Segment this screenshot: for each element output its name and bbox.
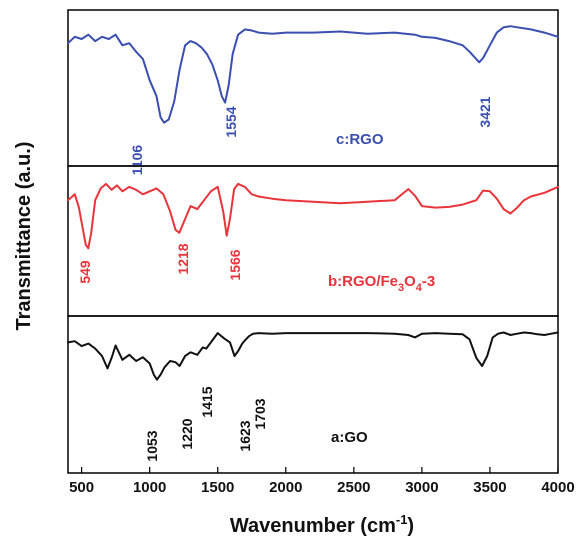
peak-label-a-1220: 1220: [179, 418, 195, 449]
peak-label-a-1415: 1415: [199, 386, 215, 417]
y-axis-label: Transmittance (a.u.): [13, 142, 35, 331]
series-label-b: b:RGO/Fe3O4-3: [328, 273, 435, 294]
panel-c-rgo: 1106 1554 3421 c:RGO: [67, 9, 559, 175]
x-tick-label-2000: 2000: [269, 479, 302, 496]
series-line-c: [67, 25, 559, 124]
x-tick-label-1500: 1500: [201, 479, 234, 496]
peak-label-c-3421: 3421: [477, 96, 493, 127]
peak-label-c-1106: 1106: [129, 145, 145, 176]
x-tick-label-3000: 3000: [405, 479, 438, 496]
panel-b-frame: [67, 165, 559, 317]
x-axis-ticks: 500 1000 1500 2000 2500 3000 3500 4000: [69, 467, 575, 496]
x-tick-label-1000: 1000: [133, 479, 166, 496]
x-tick-label-500: 500: [69, 479, 94, 496]
x-axis-label: Wavenumber (cm-1): [230, 512, 414, 537]
peak-label-a-1053: 1053: [144, 430, 160, 461]
panel-a-frame: [67, 315, 559, 474]
peak-label-b-549: 549: [77, 260, 93, 284]
peak-label-c-1554: 1554: [223, 106, 239, 137]
series-line-a: [67, 331, 559, 381]
peak-label-b-1566: 1566: [227, 249, 243, 280]
x-tick-label-3500: 3500: [473, 479, 506, 496]
series-label-a: a:GO: [331, 429, 368, 446]
panel-b-rgo-fe3o4: 549 1218 1566 b:RGO/Fe3O4-3: [67, 165, 559, 317]
peak-label-a-1623: 1623: [237, 420, 253, 451]
x-tick-label-2500: 2500: [337, 479, 370, 496]
series-label-c: c:RGO: [336, 131, 384, 148]
series-line-b: [67, 182, 559, 250]
x-tick-label-4000: 4000: [541, 479, 574, 496]
peak-label-a-1703: 1703: [252, 398, 268, 429]
peak-label-b-1218: 1218: [175, 243, 191, 274]
peak-labels-b: 549 1218 1566: [77, 243, 243, 283]
peak-labels-c: 1106 1554 3421: [129, 96, 493, 175]
